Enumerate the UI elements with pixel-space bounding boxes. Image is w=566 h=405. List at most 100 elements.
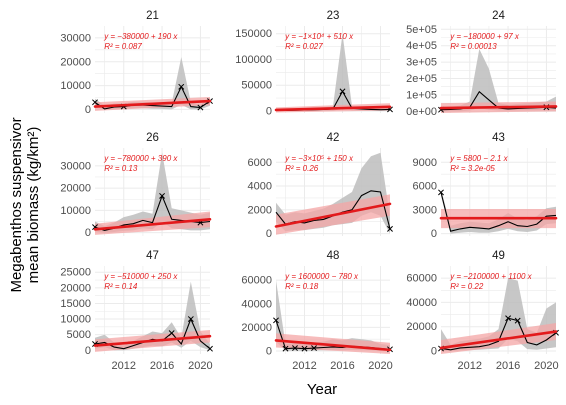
y-axis-label-line1: Megabenthos suspensivor (8, 117, 25, 292)
y-tick-label: 0 (431, 345, 437, 357)
y-tick-label: 30000 (60, 160, 91, 172)
panel-43: 43 y = 5800 − 2.1 xR² = 3.2e-05 0 3000 6000 9… (413, 132, 558, 240)
panel-23: 23 y = −1×10⁴ + 510 xR² = 0.027 0 50000 1000… (235, 10, 393, 117)
observation-marker (505, 315, 512, 322)
regression-r2: R² = 3.2e-05 (450, 164, 495, 173)
y-tick-label: 10000 (60, 205, 91, 217)
observation-marker (187, 316, 194, 323)
regression-r2: R² = 0.22 (450, 282, 484, 291)
y-tick-label: 20000 (60, 282, 91, 294)
regression-equation: y = −780000 + 390 x (103, 154, 178, 163)
observed-series-line (440, 192, 557, 232)
regression-equation: y = −2100000 + 1100 x (449, 272, 532, 281)
observation-marker (438, 189, 444, 196)
panel-47: 47 y = −510000 + 250 xR² = 0.14 0 5000 10000… (60, 250, 213, 372)
y-tick-label: 0 (431, 228, 437, 240)
observation-marker (178, 83, 185, 90)
observation-marker (207, 345, 213, 352)
y-tick-label: 20000 (60, 183, 91, 195)
regression-r2: R² = 0.087 (104, 42, 142, 51)
x-tick-label: 2020 (188, 360, 212, 372)
y-tick-label: 6000 (413, 181, 437, 193)
observation-marker (387, 225, 393, 232)
y-tick-label: 0 (266, 228, 272, 240)
observation-marker (168, 330, 175, 337)
regression-r2: R² = 0.13 (104, 164, 138, 173)
y-tick-label: 60000 (406, 273, 437, 285)
panel-title: 23 (327, 10, 340, 22)
y-tick-label: 0 (85, 345, 91, 357)
y-tick-label: 0e+00 (406, 106, 437, 118)
y-tick-label: 100000 (235, 54, 272, 66)
y-tick-label: 50000 (241, 80, 272, 92)
panel-title: 24 (492, 10, 505, 22)
variability-band (95, 57, 210, 110)
regression-equation: y = −1×10⁴ + 510 x (284, 32, 354, 41)
trend-line (439, 105, 558, 110)
panel-title: 48 (327, 250, 340, 262)
observation-marker (159, 192, 166, 199)
y-tick-label: 2e+05 (406, 73, 437, 85)
y-tick-label: 10000 (60, 80, 91, 92)
panel-26: 26 y = −780000 + 390 xR² = 0.13 0 10000 2000… (60, 132, 212, 239)
y-tick-label: 6000 (248, 157, 272, 169)
y-tick-label: 20000 (406, 321, 437, 333)
panel-title: 21 (146, 10, 159, 22)
y-tick-label: 0 (85, 104, 91, 116)
panel-background (441, 26, 556, 113)
y-tick-label: 10000 (60, 314, 91, 326)
regression-equation: y = −3×10⁵ + 150 x (284, 154, 354, 163)
panel-title: 26 (146, 132, 159, 144)
regression-r2: R² = 0.027 (285, 42, 323, 51)
panel-24: 24 y = −180000 + 97 xR² = 0.00013 0e+00 1e+… (406, 10, 558, 118)
regression-r2: R² = 0.14 (104, 282, 138, 291)
y-tick-label: 15000 (60, 298, 91, 310)
regression-equation: y = −380000 + 190 x (103, 32, 178, 41)
y-axis-label-line2: mean biomass (kg/km²) (25, 127, 42, 284)
x-tick-label: 2012 (292, 360, 316, 372)
y-tick-label: 60000 (241, 275, 272, 287)
y-tick-label: 0 (266, 105, 272, 117)
panel-42: 42 y = −3×10⁵ + 150 xR² = 0.26 0 2000 4000 60… (248, 132, 393, 240)
trend-line (93, 217, 212, 231)
panel-title: 43 (492, 132, 505, 144)
y-tick-label: 25000 (60, 267, 91, 279)
y-tick-label: 0 (85, 227, 91, 239)
x-tick-label: 2020 (534, 360, 558, 372)
x-tick-label: 2012 (112, 360, 136, 372)
observed-series-line (440, 317, 557, 351)
x-tick-label: 2016 (150, 360, 174, 372)
x-tick-label: 2012 (458, 360, 482, 372)
regression-equation: y = −180000 + 97 x (449, 32, 520, 41)
regression-r2: R² = 0.18 (285, 282, 319, 291)
y-tick-label: 4e+05 (406, 40, 437, 52)
x-tick-label: 2016 (496, 360, 520, 372)
variability-band (95, 152, 210, 233)
y-tick-label: 0 (266, 346, 272, 358)
panel-21: 21 y = −380000 + 190 xR² = 0.087 0 10000 200… (60, 10, 213, 116)
trend-line (93, 99, 212, 108)
trend-line (274, 105, 392, 112)
x-axis-label: Year (307, 381, 337, 398)
regression-equation: y = −510000 + 250 x (103, 272, 178, 281)
y-tick-label: 5e+05 (406, 24, 437, 36)
x-tick-label: 2020 (368, 360, 392, 372)
observation-marker (292, 345, 298, 352)
y-tick-label: 1e+05 (406, 89, 437, 101)
y-tick-label: 40000 (406, 297, 437, 309)
observation-marker (92, 99, 98, 106)
observation-marker (197, 104, 204, 111)
trend-line (274, 202, 392, 228)
panel-title: 49 (492, 250, 505, 262)
trend-line (274, 339, 392, 352)
y-tick-label: 3000 (413, 204, 437, 216)
y-tick-label: 9000 (413, 157, 437, 169)
panels-group: 21 y = −380000 + 190 xR² = 0.087 0 10000 200… (60, 10, 559, 372)
y-tick-label: 150000 (235, 28, 272, 40)
panel-title: 47 (146, 250, 159, 262)
trend-line (439, 330, 558, 350)
observation-marker (339, 88, 346, 95)
y-tick-label: 4000 (248, 181, 272, 193)
y-tick-label: 20000 (241, 322, 272, 334)
